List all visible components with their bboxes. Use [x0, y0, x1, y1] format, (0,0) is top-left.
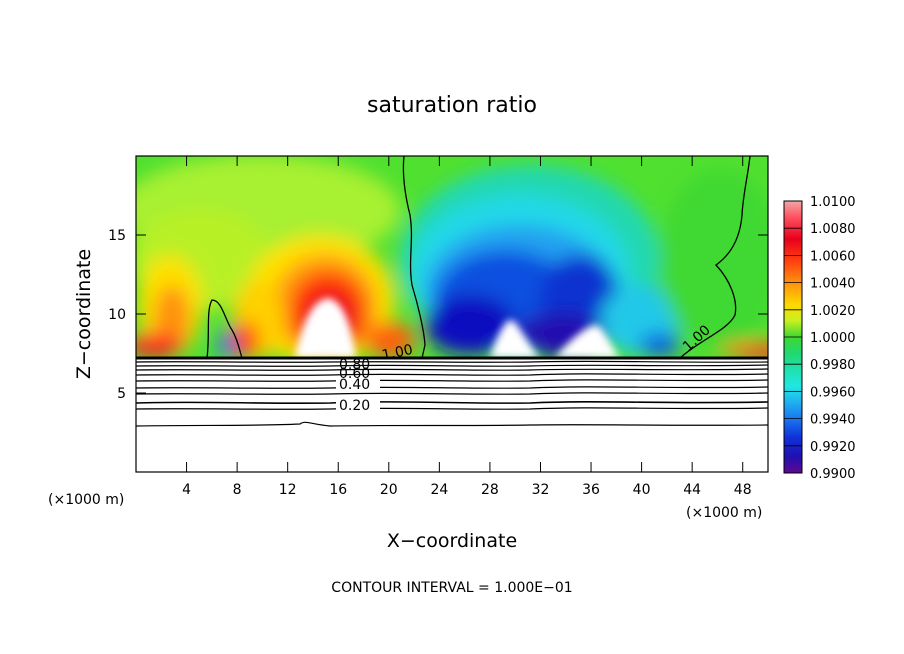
- y-tick-label: 10: [108, 307, 126, 323]
- x-tick-label: 40: [633, 482, 651, 498]
- x-tick-label: 8: [233, 482, 242, 498]
- saturation-field: [136, 156, 768, 358]
- colorbar-label: 0.9960: [810, 385, 856, 400]
- colorbar-label: 1.0020: [810, 304, 856, 319]
- x-tick-label: 48: [734, 482, 752, 498]
- colorbar-label: 1.0080: [810, 222, 856, 237]
- colorbar-label: 1.0100: [810, 195, 856, 210]
- contour-lines: [135, 356, 769, 427]
- x-tick-label: 4: [182, 482, 191, 498]
- colorbar-label: 1.0040: [810, 277, 856, 292]
- x-axis-ticks: 4 8 12 16 20 24 28 32 36 40 44 48: [182, 156, 752, 498]
- x-axis-label: X−coordinate: [387, 530, 517, 552]
- chart-title: saturation ratio: [367, 93, 537, 118]
- x-tick-label: 20: [380, 482, 398, 498]
- y-axis-label: Z−coordinate: [73, 249, 95, 379]
- colorbar-labels: 1.0100 1.0080 1.0060 1.0040 1.0020 1.0000 0.99…: [784, 195, 856, 482]
- colorbar-label: 0.9940: [810, 413, 856, 428]
- y-axis-ticks: 5 10 15: [108, 228, 768, 402]
- colorbar: 1.0100 1.0080 1.0060 1.0040 1.0020 1.0000 0.99…: [783, 195, 856, 482]
- x-unit-right: (×1000 m): [686, 505, 762, 521]
- contour-label-1-00-a: 1.00: [381, 342, 415, 364]
- colorbar-label: 0.9920: [810, 440, 856, 455]
- colorbar-label: 0.9980: [810, 358, 856, 373]
- y-tick-label: 15: [108, 228, 126, 244]
- contour-label-0-40: 0.40: [339, 377, 370, 393]
- x-tick-label: 36: [582, 482, 600, 498]
- x-tick-label: 44: [683, 482, 701, 498]
- colorbar-label: 0.9900: [810, 467, 856, 482]
- x-tick-label: 28: [481, 482, 499, 498]
- x-tick-label: 16: [329, 482, 347, 498]
- contour-interval-note: CONTOUR INTERVAL = 1.000E−01: [331, 580, 572, 596]
- colorbar-label: 1.0060: [810, 249, 856, 264]
- contour-label-0-20: 0.20: [339, 398, 370, 414]
- x-unit-left: (×1000 m): [48, 492, 124, 508]
- x-tick-label: 32: [532, 482, 550, 498]
- contour-label-0-60: 0.60: [339, 366, 370, 382]
- colorbar-label: 1.0000: [810, 331, 856, 346]
- y-tick-label: 5: [117, 386, 126, 402]
- contour-label-0-80: 0.80: [339, 357, 370, 373]
- x-tick-label: 24: [430, 482, 448, 498]
- x-tick-label: 12: [279, 482, 297, 498]
